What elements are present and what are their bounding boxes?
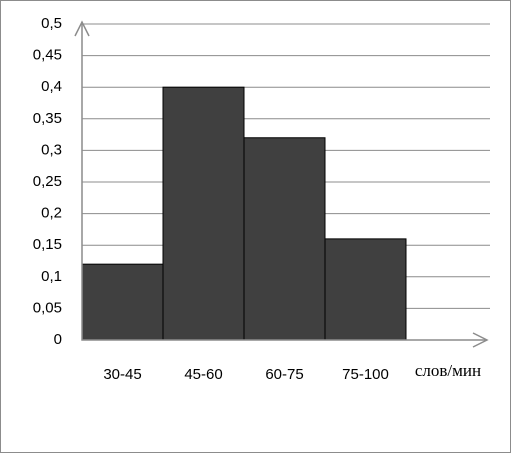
x-tick-label: 75-100 bbox=[342, 366, 389, 383]
x-axis-label: слов/мин bbox=[415, 361, 481, 380]
y-tick-label: 0,1 bbox=[41, 268, 62, 285]
y-tick-label: 0,15 bbox=[33, 236, 62, 253]
y-tick-label: 0,2 bbox=[41, 205, 62, 222]
y-tick-label: 0,35 bbox=[33, 110, 62, 127]
y-tick-label: 0,05 bbox=[33, 299, 62, 316]
x-tick-label: 45-60 bbox=[184, 366, 222, 383]
x-axis-arrow bbox=[472, 332, 489, 348]
y-tick-label: 0,4 bbox=[41, 78, 62, 95]
bar bbox=[162, 86, 245, 341]
y-tick-label: 0 bbox=[54, 331, 62, 348]
y-axis-arrow bbox=[74, 20, 90, 37]
x-tick-label: 60-75 bbox=[265, 366, 303, 383]
x-tick-label: 30-45 bbox=[103, 366, 141, 383]
bar bbox=[81, 263, 164, 341]
bar bbox=[243, 137, 326, 341]
y-tick-label: 0,3 bbox=[41, 141, 62, 158]
y-tick-label: 0,5 bbox=[41, 15, 62, 32]
bar bbox=[324, 238, 407, 341]
y-tick-label: 0,45 bbox=[33, 47, 62, 64]
y-tick-label: 0,25 bbox=[33, 173, 62, 190]
